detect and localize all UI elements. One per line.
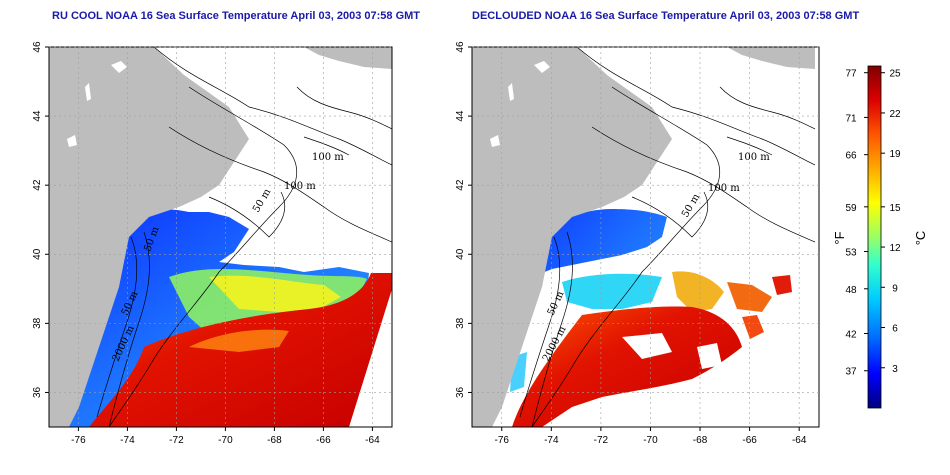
latitude-tick-label: 38: [455, 317, 466, 329]
celsius-tick-label: 25: [889, 69, 901, 80]
latitude-tick-label: 42: [32, 179, 43, 191]
latitude-tick-label: 44: [32, 110, 43, 122]
latitude-tick-label: 38: [32, 317, 43, 329]
contour-label: 100 m: [708, 183, 740, 194]
celsius-tick-label: 6: [892, 324, 898, 335]
fahrenheit-unit-label: °F: [832, 231, 847, 244]
right-map-title: DECLOUDED NOAA 16 Sea Surface Temperatur…: [472, 10, 860, 22]
celsius-tick-label: 15: [889, 203, 901, 214]
longitude-tick-label: -72: [594, 435, 609, 446]
longitude-tick-label: -74: [544, 435, 559, 446]
latitude-tick-label: 40: [32, 248, 43, 260]
latitude-tick-label: 46: [32, 41, 43, 53]
longitude-tick-label: -66: [742, 435, 757, 446]
celsius-tick-label: 9: [892, 283, 898, 294]
longitude-tick-label: -64: [365, 435, 380, 446]
fahrenheit-tick-label: 53: [845, 248, 857, 259]
latitude-tick-label: 44: [455, 110, 466, 122]
longitude-tick-label: -70: [643, 435, 658, 446]
fahrenheit-tick-label: 42: [845, 329, 857, 340]
fahrenheit-tick-label: 71: [845, 113, 857, 124]
longitude-tick-label: -70: [218, 435, 233, 446]
celsius-unit-label: °C: [913, 231, 928, 246]
longitude-tick-label: -68: [267, 435, 282, 446]
fahrenheit-tick-label: 48: [845, 285, 857, 296]
longitude-tick-label: -74: [120, 435, 135, 446]
latitude-tick-label: 36: [455, 386, 466, 398]
longitude-tick-label: -72: [169, 435, 184, 446]
longitude-tick-label: -68: [693, 435, 708, 446]
left-map-title: RU COOL NOAA 16 Sea Surface Temperature …: [52, 10, 421, 22]
longitude-tick-label: -64: [792, 435, 807, 446]
celsius-tick-label: 22: [889, 109, 901, 120]
latitude-tick-label: 40: [455, 248, 466, 260]
latitude-tick-label: 36: [32, 386, 43, 398]
contour-label: 100 m: [284, 181, 316, 192]
celsius-tick-label: 19: [889, 149, 901, 160]
fahrenheit-tick-label: 37: [845, 367, 857, 378]
contour-label: 100 m: [312, 152, 344, 163]
celsius-tick-label: 12: [889, 243, 901, 254]
latitude-tick-label: 42: [455, 179, 466, 191]
longitude-tick-label: -76: [71, 435, 86, 446]
longitude-tick-label: -66: [316, 435, 331, 446]
celsius-tick-label: 3: [892, 364, 898, 375]
fahrenheit-tick-label: 77: [845, 69, 857, 80]
fahrenheit-tick-label: 66: [845, 151, 857, 162]
fahrenheit-tick-label: 59: [845, 203, 857, 214]
latitude-tick-label: 46: [455, 41, 466, 53]
contour-label: 100 m: [738, 152, 770, 163]
longitude-tick-label: -76: [495, 435, 510, 446]
temperature-colorbar: 25 22 19 15 12 9 6 3 77 71 66 59 53 48 42 37 °F °C: [832, 65, 928, 409]
